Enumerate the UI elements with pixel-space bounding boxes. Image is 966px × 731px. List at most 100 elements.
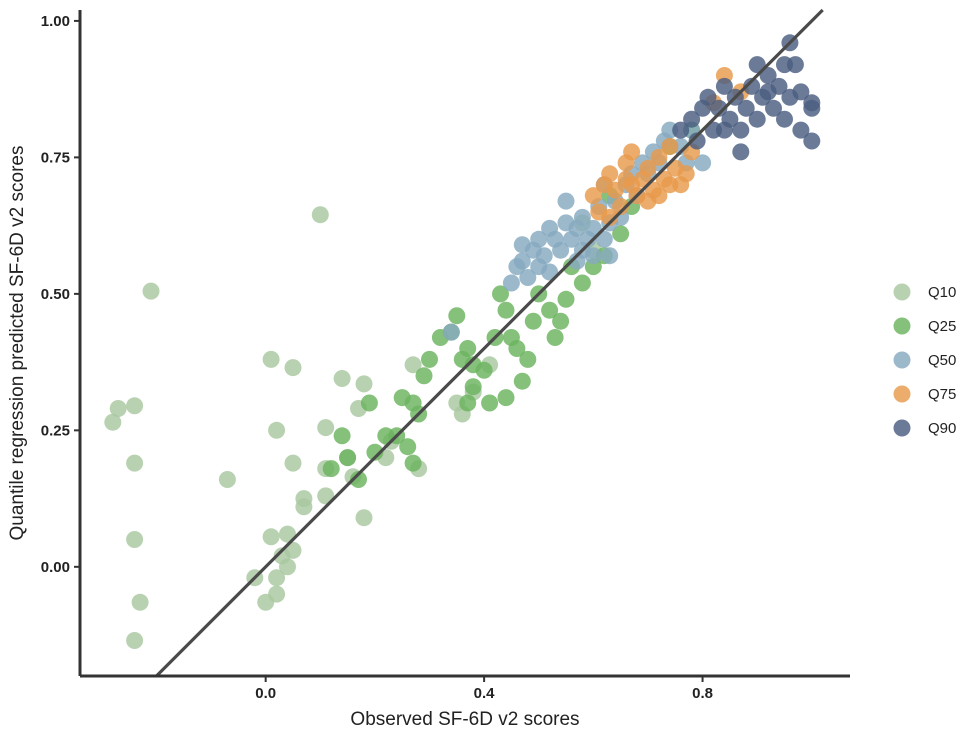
data-point-q10 — [355, 375, 373, 393]
data-point-q10 — [142, 282, 160, 300]
data-point-q25 — [322, 460, 340, 478]
data-point-q10 — [333, 370, 351, 387]
data-point-q75 — [661, 138, 679, 155]
legend-label: Q25 — [928, 318, 956, 335]
data-point-q50 — [601, 247, 619, 265]
data-point-q10 — [279, 558, 296, 576]
data-point-q90 — [699, 88, 717, 106]
data-point-q75 — [617, 170, 635, 188]
data-point-q50 — [584, 219, 602, 237]
data-point-q90 — [683, 110, 701, 128]
data-point-q25 — [612, 225, 630, 243]
x-tick-label: 0.0 — [255, 685, 276, 702]
y-axis-ticks: 0.00 0.25 0.50 0.75 1.00 — [41, 13, 80, 576]
data-point-q50 — [595, 230, 613, 248]
legend-marker — [893, 385, 911, 403]
data-point-q90 — [776, 56, 793, 74]
data-point-q75 — [584, 187, 602, 205]
data-point-q10 — [268, 585, 286, 603]
legend-item-q10: Q10 — [893, 283, 956, 301]
data-point-q25 — [448, 307, 466, 325]
data-point-q90 — [732, 121, 750, 139]
identity-reference-line — [155, 8, 824, 678]
data-point-q75 — [601, 208, 619, 226]
data-point-q25 — [415, 367, 433, 385]
data-point-q90 — [759, 67, 777, 84]
data-point-q90 — [803, 94, 821, 112]
data-point-q75 — [661, 176, 679, 194]
data-point-q50 — [502, 274, 520, 292]
legend-label: Q10 — [928, 284, 956, 301]
data-point-q50 — [584, 247, 602, 265]
data-point-q10 — [295, 498, 313, 516]
data-point-q10 — [404, 356, 422, 374]
data-point-q25 — [350, 471, 367, 488]
data-point-q10 — [317, 419, 335, 437]
data-point-q90 — [803, 132, 821, 150]
data-point-q10 — [126, 397, 144, 415]
data-point-q25 — [333, 427, 351, 445]
y-tick-label: 0.00 — [41, 559, 70, 576]
data-point-q75 — [650, 148, 668, 166]
data-point-q25 — [508, 340, 526, 357]
data-point-q75 — [623, 143, 641, 161]
data-point-q10 — [311, 206, 329, 224]
data-point-q25 — [481, 394, 499, 412]
data-point-q25 — [541, 301, 559, 319]
legend-item-q75: Q75 — [893, 385, 956, 403]
legend-marker — [893, 317, 911, 335]
data-point-q25 — [497, 301, 515, 319]
data-point-q75 — [601, 165, 619, 183]
data-point-q50 — [568, 219, 586, 237]
data-point-q10 — [109, 400, 127, 417]
data-point-q10 — [284, 359, 302, 377]
data-point-q25 — [459, 340, 477, 357]
y-tick-label: 1.00 — [41, 13, 70, 30]
data-point-q90 — [748, 56, 766, 74]
data-point-q50 — [552, 241, 570, 259]
data-point-q75 — [650, 187, 668, 205]
data-point-q25 — [421, 350, 438, 368]
data-point-q10 — [284, 541, 302, 559]
data-point-q25 — [552, 312, 570, 330]
y-axis-title: Quantile regression predicted SF-6D v2 s… — [7, 146, 28, 541]
data-point-q10 — [317, 487, 335, 505]
data-point-q10 — [268, 421, 286, 439]
data-point-q90 — [776, 110, 793, 128]
data-point-q10 — [355, 509, 373, 527]
y-tick-label: 0.25 — [41, 422, 70, 439]
legend-item-q90: Q90 — [893, 419, 956, 437]
x-axis-ticks: 0.0 0.4 0.8 — [255, 676, 713, 702]
x-axis-title: Observed SF-6D v2 scores — [350, 709, 579, 730]
data-point-q90 — [792, 83, 810, 101]
legend-item-q25: Q25 — [893, 317, 956, 335]
data-point-q90 — [765, 99, 782, 117]
legend: Q10 Q25 Q50 Q75 Q90 — [893, 283, 956, 437]
legend-label: Q90 — [928, 420, 956, 437]
data-point-q25 — [475, 361, 493, 379]
legend-label: Q75 — [928, 386, 956, 403]
data-point-q50 — [694, 154, 712, 172]
data-point-q90 — [710, 99, 728, 117]
legend-marker — [893, 351, 911, 369]
data-point-q10 — [126, 454, 144, 472]
data-point-q90 — [715, 77, 733, 95]
data-point-q10 — [262, 528, 280, 546]
data-point-q50 — [442, 323, 460, 341]
data-point-q10 — [126, 632, 144, 649]
data-point-q25 — [497, 389, 515, 407]
data-point-q10 — [131, 593, 149, 611]
data-point-q10 — [268, 569, 286, 587]
data-point-q25 — [546, 329, 564, 346]
y-tick-label: 0.75 — [41, 149, 70, 166]
data-point-q75 — [612, 198, 630, 215]
series-q75 — [584, 67, 750, 226]
data-point-q90 — [748, 110, 766, 128]
legend-marker — [893, 283, 911, 301]
data-point-q10 — [284, 454, 302, 472]
legend-marker — [893, 419, 911, 437]
data-point-q90 — [688, 132, 706, 150]
data-point-q90 — [737, 99, 755, 117]
y-tick-label: 0.50 — [41, 286, 70, 303]
